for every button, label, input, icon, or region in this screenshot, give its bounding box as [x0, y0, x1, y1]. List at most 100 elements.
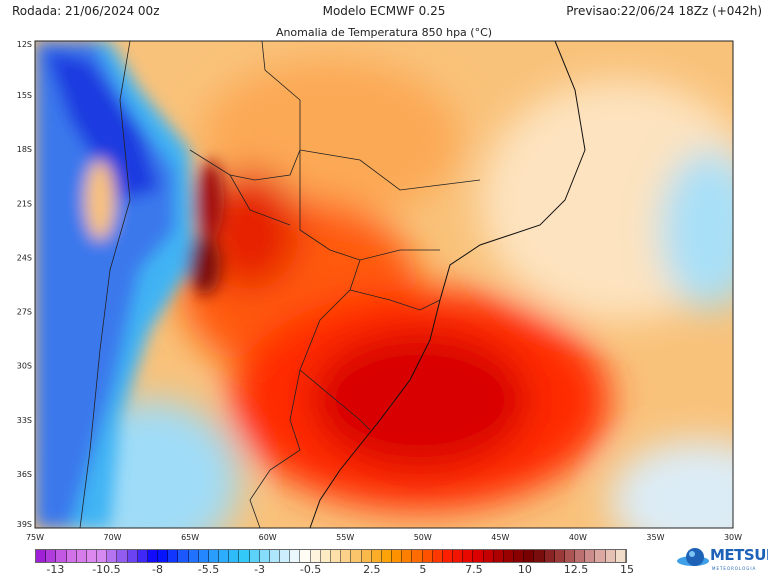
- colorbar-label: 7.5: [465, 563, 483, 576]
- colorbar: [35, 549, 627, 563]
- colorbar-swatch: [188, 550, 199, 562]
- colorbar-swatch: [422, 550, 433, 562]
- forecast-time-label: Previsao:22/06/24 18Zz (+042h): [566, 4, 762, 18]
- colorbar-swatch: [381, 550, 393, 562]
- colorbar-swatch: [453, 550, 464, 562]
- colorbar-label: -10.5: [92, 563, 121, 576]
- colorbar-swatch: [402, 550, 413, 562]
- lon-tick-label: 55W: [336, 533, 354, 542]
- colorbar-label: 10: [517, 563, 532, 576]
- temperature-anomaly-map: 12S 15S 18S 21S 24S 27S 30S 33S 36S 39S 75W 70W 65W…: [17, 40, 742, 542]
- colorbar-swatch: [137, 550, 148, 562]
- colorbar-swatch: [463, 550, 474, 562]
- colorbar-swatch: [524, 550, 535, 562]
- colorbar-swatch: [107, 550, 118, 562]
- colorbar-swatch: [564, 550, 576, 562]
- colorbar-swatch: [300, 550, 311, 562]
- lat-tick-label: 27S: [17, 308, 32, 317]
- run-time-label: Rodada: 21/06/2024 00z: [12, 4, 160, 18]
- lon-tick-label: 35W: [646, 533, 664, 542]
- colorbar-labels: -13 -10.5 -8 -5.5 -3 -0.5 2.5 5 7.5 10 12.5 15: [0, 563, 768, 577]
- lon-tick-label: 30W: [724, 533, 742, 542]
- colorbar-swatch: [290, 550, 301, 562]
- colorbar-label: -13: [46, 563, 65, 576]
- colorbar-swatch: [585, 550, 596, 562]
- anomaly-field: [35, 41, 733, 528]
- colorbar-swatch: [514, 550, 525, 562]
- colorbar-label: 12.5: [563, 563, 589, 576]
- colorbar-swatch: [280, 550, 291, 562]
- colorbar-swatch: [392, 550, 403, 562]
- metsul-logo: METSUL METEOROLOGIA: [676, 547, 768, 577]
- colorbar-swatch: [575, 550, 586, 562]
- colorbar-swatch: [239, 550, 250, 562]
- model-label: Modelo ECMWF 0.25: [322, 4, 446, 18]
- colorbar-swatch: [86, 550, 98, 562]
- lon-tick-label: 75W: [26, 533, 44, 542]
- coastline: [309, 41, 586, 528]
- lat-tick-label: 15S: [17, 91, 32, 100]
- colorbar-swatch: [361, 550, 372, 562]
- colorbar-swatch: [371, 550, 382, 562]
- colorbar-swatch: [117, 550, 128, 562]
- colorbar-label: -3: [254, 563, 266, 576]
- colorbar-swatch: [36, 550, 47, 562]
- colorbar-swatch: [147, 550, 159, 562]
- lat-tick-label: 24S: [17, 253, 32, 262]
- colorbar-swatch: [310, 550, 321, 562]
- colorbar-swatch: [158, 550, 169, 562]
- colorbar-swatch: [493, 550, 504, 562]
- lat-tick-label: 33S: [17, 416, 32, 425]
- colorbar-label: 15: [620, 563, 634, 576]
- colorbar-swatch: [127, 550, 138, 562]
- colorbar-swatch: [534, 550, 545, 562]
- logo-text: METSUL: [710, 546, 768, 564]
- colorbar-swatch: [208, 550, 220, 562]
- colorbar-label: 5: [419, 563, 427, 576]
- lon-tick-label: 50W: [414, 533, 432, 542]
- colorbar-swatch: [259, 550, 270, 562]
- colorbar-swatch: [320, 550, 331, 562]
- colorbar-swatch: [351, 550, 362, 562]
- lon-tick-label: 40W: [569, 533, 587, 542]
- colorbar-swatch: [56, 550, 67, 562]
- lat-tick-label: 36S: [17, 470, 32, 479]
- lat-tick-label: 30S: [17, 362, 32, 371]
- lat-tick-label: 21S: [17, 199, 32, 208]
- colorbar-label: -0.5: [299, 563, 322, 576]
- colorbar-swatch: [615, 550, 626, 562]
- globe-logo-icon: [677, 548, 709, 566]
- colorbar-swatch: [605, 550, 616, 562]
- border-lines: [79, 41, 481, 528]
- colorbar-swatch: [178, 550, 189, 562]
- colorbar-swatch: [269, 550, 281, 562]
- colorbar-swatch: [554, 550, 565, 562]
- colorbar-swatch: [473, 550, 484, 562]
- colorbar-swatch: [330, 550, 342, 562]
- colorbar-label: -5.5: [197, 563, 220, 576]
- colorbar-swatch: [483, 550, 494, 562]
- colorbar-label: 2.5: [363, 563, 381, 576]
- colorbar-swatch: [595, 550, 606, 562]
- lat-tick-label: 39S: [17, 520, 32, 529]
- colorbar-label: -8: [151, 563, 163, 576]
- colorbar-swatch: [503, 550, 515, 562]
- colorbar-swatch: [544, 550, 555, 562]
- colorbar-swatch: [249, 550, 260, 562]
- map-frame: [34, 40, 734, 529]
- lon-tick-label: 60W: [259, 533, 277, 542]
- colorbar-swatch: [66, 550, 77, 562]
- logo-subtext: METEOROLOGIA: [712, 566, 757, 571]
- colorbar-swatch: [341, 550, 352, 562]
- colorbar-swatch: [432, 550, 443, 562]
- colorbar-swatch: [168, 550, 179, 562]
- lat-tick-label: 18S: [17, 145, 32, 154]
- colorbar-swatch: [442, 550, 454, 562]
- colorbar-swatch: [198, 550, 209, 562]
- map-title: Anomalia de Temperatura 850 hpa (°C): [275, 26, 493, 39]
- lat-tick-label: 12S: [17, 40, 32, 49]
- lon-tick-label: 70W: [104, 533, 122, 542]
- lon-tick-label: 45W: [491, 533, 509, 542]
- colorbar-swatch: [76, 550, 87, 562]
- colorbar-swatch: [97, 550, 108, 562]
